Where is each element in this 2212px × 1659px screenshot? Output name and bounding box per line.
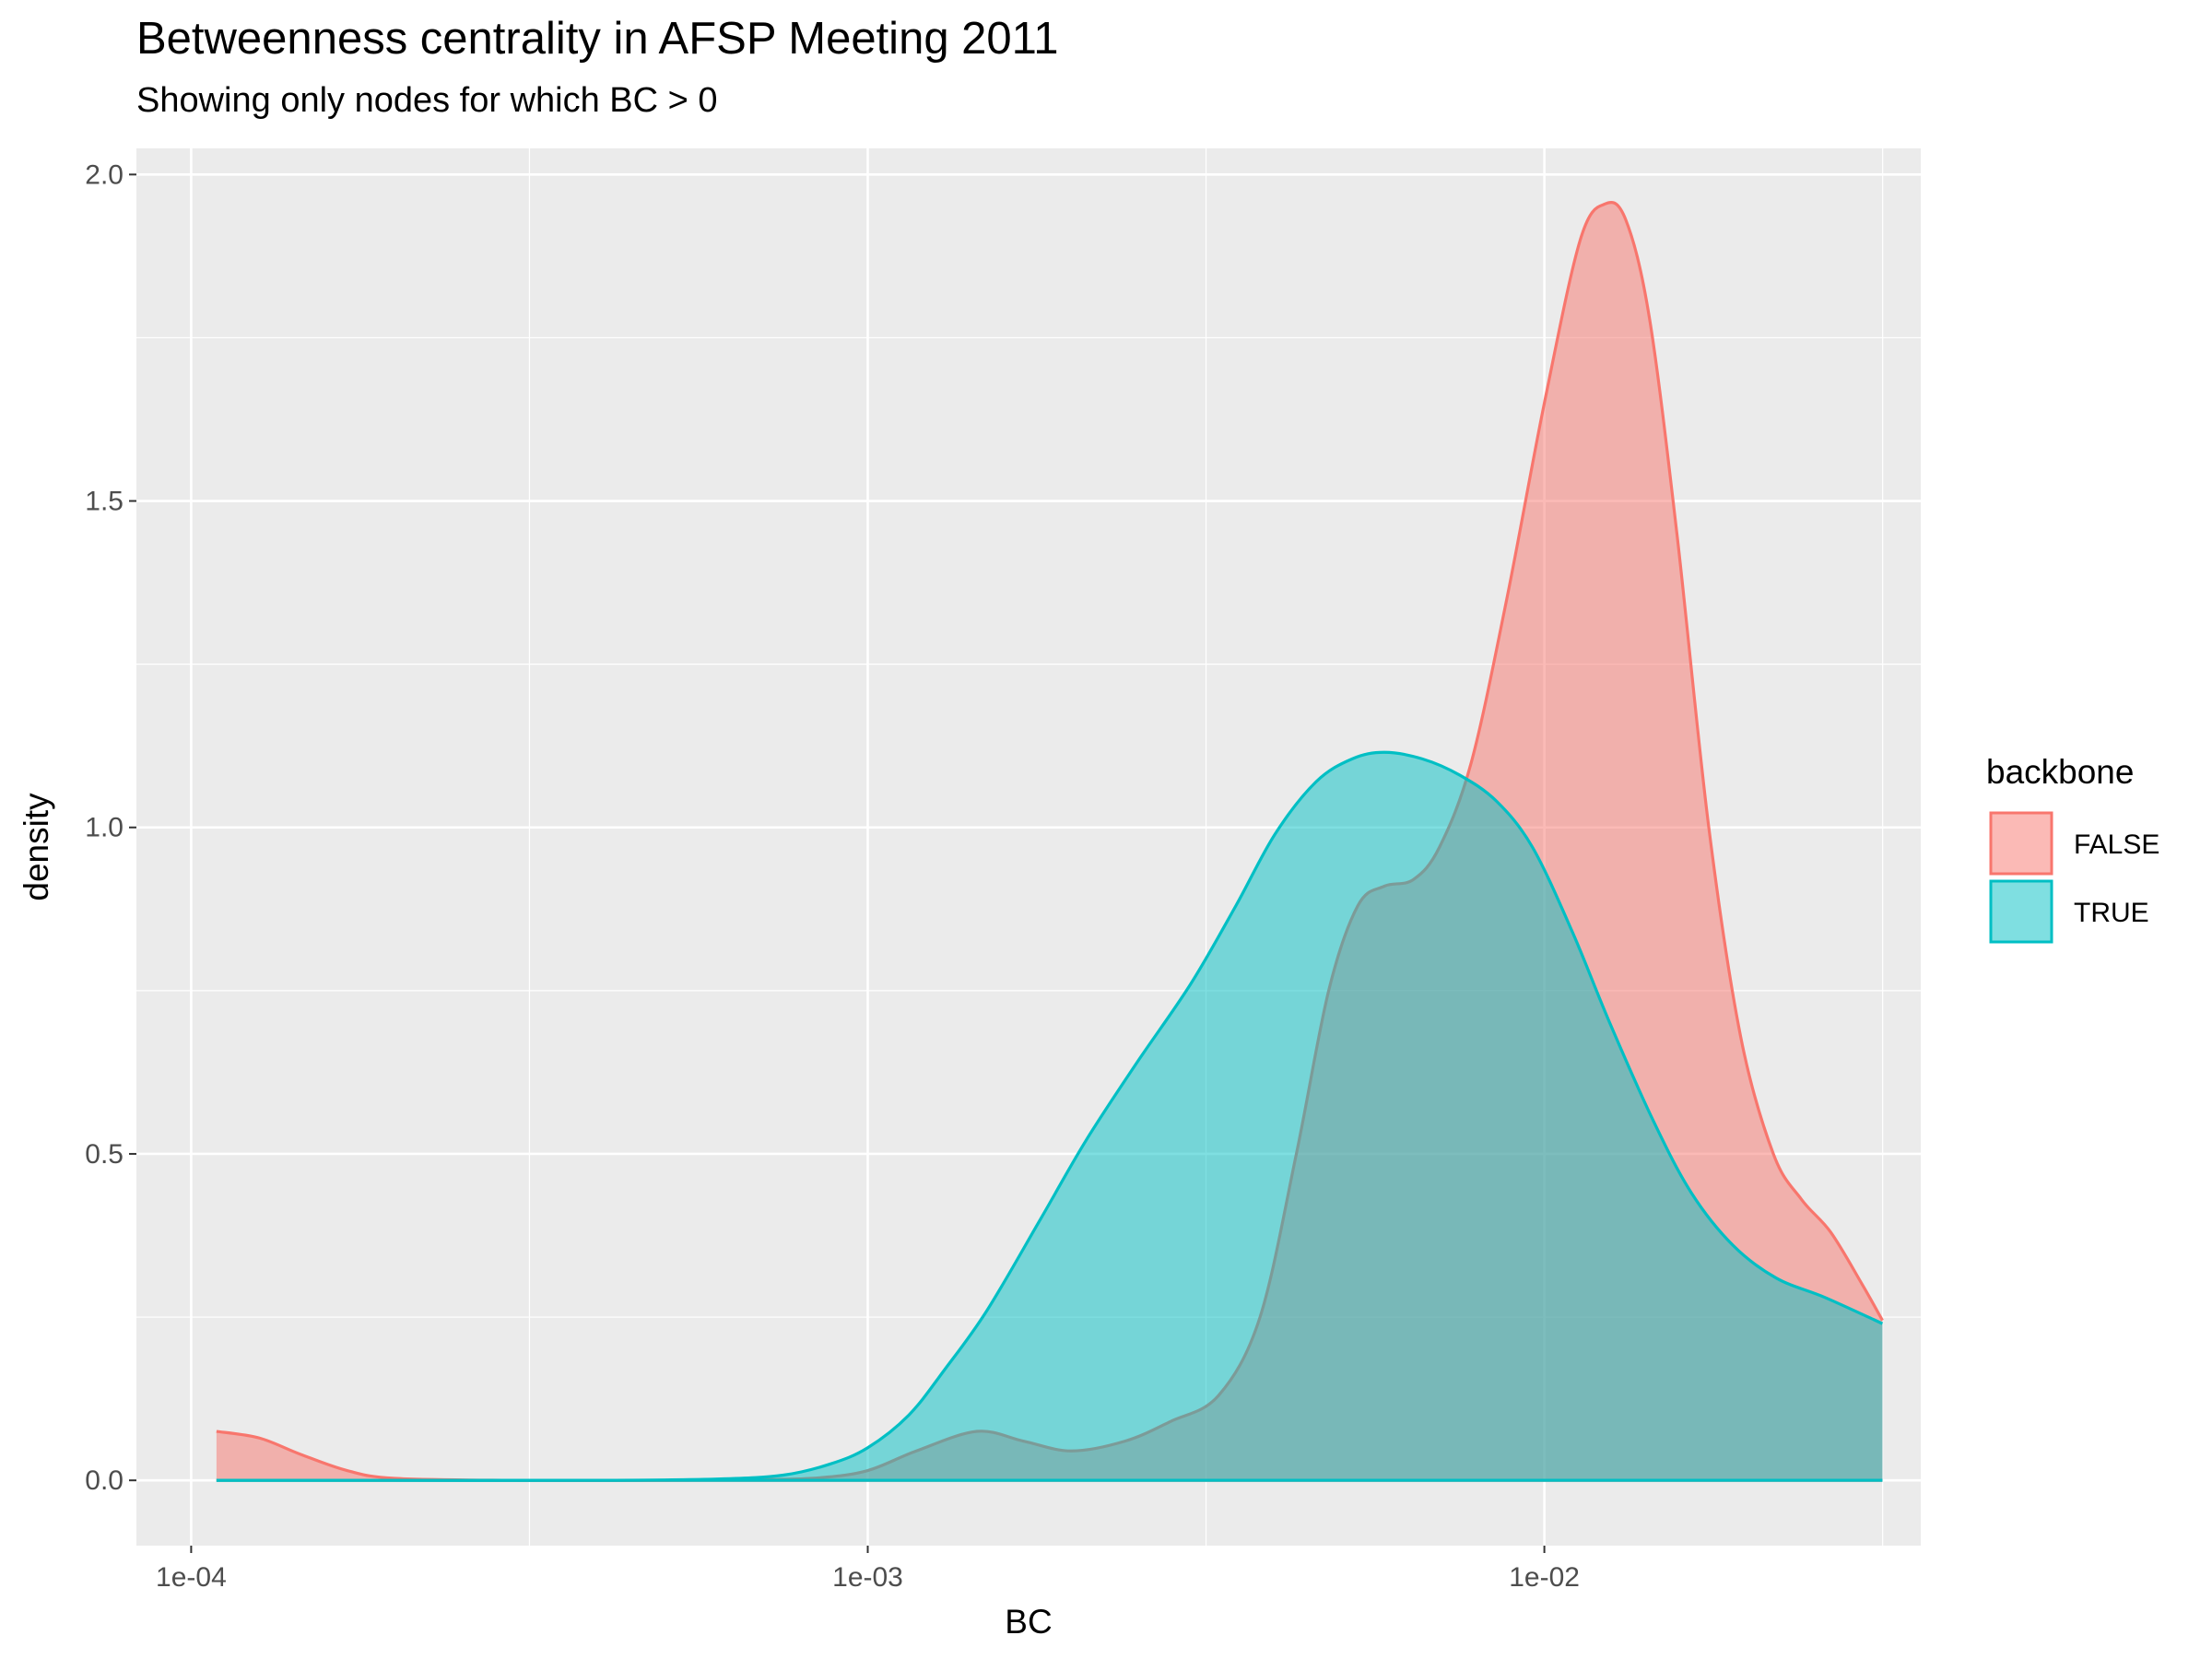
legend-label-true: TRUE bbox=[2074, 898, 2149, 928]
y-tick-label: 2.0 bbox=[85, 159, 124, 190]
x-tick-label: 1e-04 bbox=[156, 1562, 227, 1593]
y-tick-label: 0.5 bbox=[85, 1139, 124, 1170]
density-area-true bbox=[216, 752, 1883, 1481]
legend: backbone FALSE TRUE bbox=[1986, 753, 2159, 944]
legend-title: backbone bbox=[1986, 753, 2134, 791]
y-tick-label: 1.5 bbox=[85, 487, 124, 517]
y-tick-label: 0.0 bbox=[85, 1465, 124, 1496]
series-layer bbox=[216, 200, 1884, 1482]
chart-subtitle: Showing only nodes for which BC > 0 bbox=[136, 81, 718, 120]
y-axis-title: density bbox=[18, 793, 55, 901]
legend-key-true bbox=[1989, 879, 2053, 944]
density-line-true bbox=[216, 750, 1884, 1482]
axes-layer: 1e-04 1e-03 1e-02 0.0 0.5 1.0 1.5 2.0 bbox=[85, 159, 1580, 1593]
legend-key-false bbox=[1989, 811, 2053, 876]
legend-label-false: FALSE bbox=[2074, 830, 2159, 860]
y-tick-label: 1.0 bbox=[85, 813, 124, 843]
x-tick-label: 1e-02 bbox=[1509, 1562, 1580, 1593]
chart-title: Betweenness centrality in AFSP Meeting 2… bbox=[136, 14, 1059, 64]
x-axis-title: BC bbox=[1005, 1603, 1052, 1641]
x-tick-label: 1e-03 bbox=[832, 1562, 903, 1593]
